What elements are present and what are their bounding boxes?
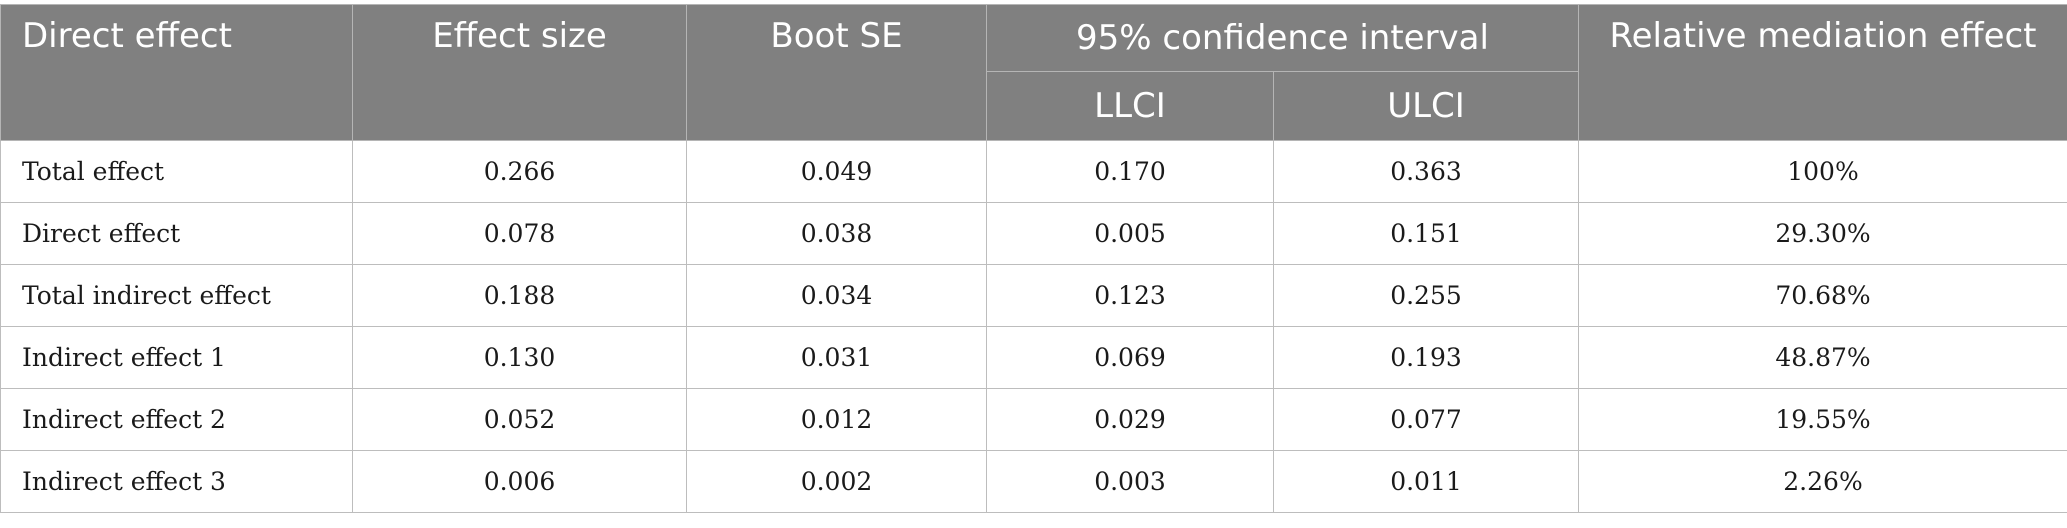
table-row: Direct effect 0.078 0.038 0.005 0.151 29… (0, 202, 2067, 265)
header-row-2: LLCI ULCI (1, 71, 2067, 141)
mediation-effect-table: Direct effect Effect size Boot SE 95% co… (0, 4, 2067, 513)
cell-boot-se: 0.049 (686, 140, 987, 203)
cell-llci: 0.029 (986, 388, 1274, 451)
table-row: Indirect effect 2 0.052 0.012 0.029 0.07… (0, 388, 2067, 451)
table-row: Indirect effect 1 0.130 0.031 0.069 0.19… (0, 326, 2067, 389)
cell-relative: 19.55% (1578, 388, 2067, 451)
cell-boot-se: 0.012 (686, 388, 987, 451)
row-label: Direct effect (0, 202, 353, 265)
row-label: Total effect (0, 140, 353, 203)
cell-llci: 0.003 (986, 450, 1274, 513)
cell-effect-size: 0.052 (352, 388, 687, 451)
cell-effect-size: 0.006 (352, 450, 687, 513)
header-llci: LLCI (986, 71, 1274, 141)
cell-llci: 0.123 (986, 264, 1274, 327)
cell-boot-se: 0.038 (686, 202, 987, 265)
table-header: Direct effect Effect size Boot SE 95% co… (0, 4, 2067, 141)
cell-relative: 100% (1578, 140, 2067, 203)
cell-ulci: 0.077 (1273, 388, 1579, 451)
table-body: Total effect 0.266 0.049 0.170 0.363 100… (0, 140, 2067, 513)
cell-llci: 0.170 (986, 140, 1274, 203)
cell-effect-size: 0.266 (352, 140, 687, 203)
row-label: Total indirect effect (0, 264, 353, 327)
cell-llci: 0.069 (986, 326, 1274, 389)
cell-ulci: 0.363 (1273, 140, 1579, 203)
cell-effect-size: 0.078 (352, 202, 687, 265)
cell-relative: 2.26% (1578, 450, 2067, 513)
cell-boot-se: 0.034 (686, 264, 987, 327)
row-label: Indirect effect 1 (0, 326, 353, 389)
header-confidence-interval: 95% confidence interval (986, 4, 1579, 72)
row-label: Indirect effect 3 (0, 450, 353, 513)
cell-ulci: 0.255 (1273, 264, 1579, 327)
cell-llci: 0.005 (986, 202, 1274, 265)
cell-ulci: 0.151 (1273, 202, 1579, 265)
cell-ulci: 0.011 (1273, 450, 1579, 513)
header-effect-size: Effect size (352, 4, 687, 141)
table-row: Indirect effect 3 0.006 0.002 0.003 0.01… (0, 450, 2067, 513)
cell-ulci: 0.193 (1273, 326, 1579, 389)
cell-boot-se: 0.031 (686, 326, 987, 389)
cell-relative: 29.30% (1578, 202, 2067, 265)
header-relative-mediation-effect: Relative mediation effect (1578, 4, 2067, 141)
cell-effect-size: 0.188 (352, 264, 687, 327)
row-label: Indirect effect 2 (0, 388, 353, 451)
header-direct-effect: Direct effect (0, 4, 353, 141)
table-row: Total effect 0.266 0.049 0.170 0.363 100… (0, 140, 2067, 203)
cell-relative: 48.87% (1578, 326, 2067, 389)
cell-effect-size: 0.130 (352, 326, 687, 389)
header-ulci: ULCI (1273, 71, 1579, 141)
cell-boot-se: 0.002 (686, 450, 987, 513)
header-row-1: Direct effect Effect size Boot SE 95% co… (0, 4, 2067, 141)
header-boot-se: Boot SE (686, 4, 987, 141)
table-row: Total indirect effect 0.188 0.034 0.123 … (0, 264, 2067, 327)
cell-relative: 70.68% (1578, 264, 2067, 327)
